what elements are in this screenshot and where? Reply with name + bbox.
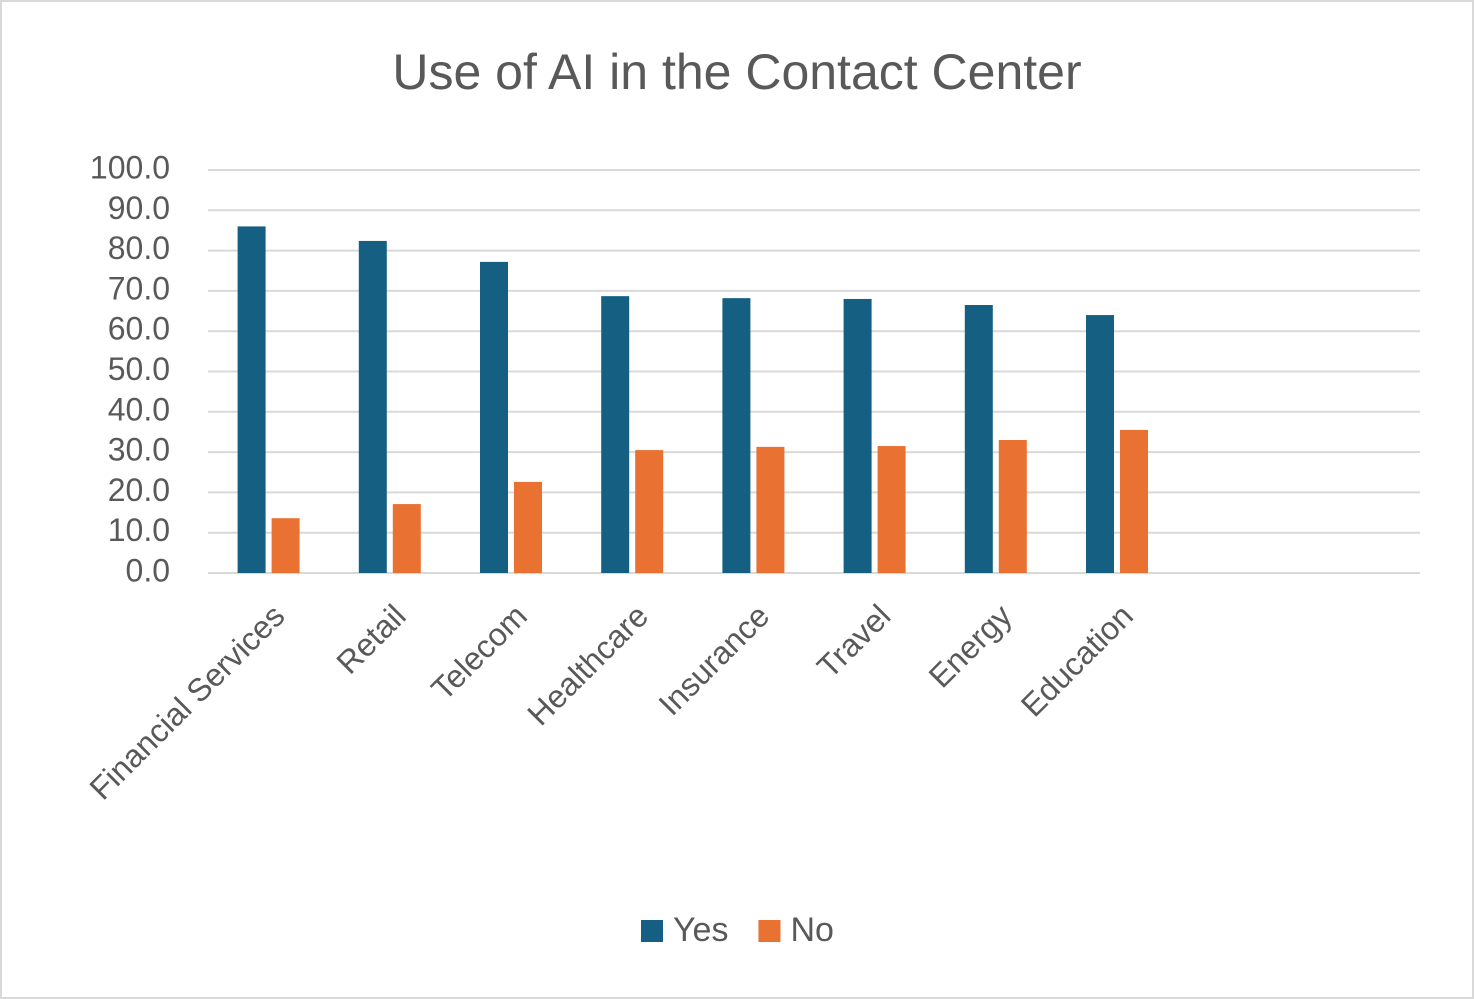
y-tick-label: 60.0	[108, 311, 170, 347]
bar	[1086, 315, 1114, 573]
bar	[392, 504, 421, 573]
bar	[601, 296, 630, 573]
y-tick-label: 40.0	[108, 391, 170, 427]
bar	[877, 446, 906, 573]
bar	[514, 481, 542, 573]
y-tick-label: 70.0	[108, 270, 170, 306]
bar	[843, 298, 872, 573]
bar	[358, 240, 387, 574]
bar	[756, 446, 785, 573]
legend-swatch	[758, 920, 781, 942]
legend-label: Yes	[673, 911, 728, 949]
y-tick-label: 10.0	[108, 512, 170, 548]
bar	[635, 450, 664, 573]
bar	[998, 440, 1027, 573]
legend-swatch	[641, 920, 663, 942]
bar	[964, 305, 993, 573]
chart-title: Use of AI in the Contact Center	[392, 44, 1081, 100]
bar	[237, 226, 266, 574]
y-tick-label: 90.0	[108, 190, 170, 226]
y-tick-label: 30.0	[108, 432, 170, 468]
y-tick-label: 0.0	[126, 552, 170, 588]
legend-label: No	[790, 911, 833, 949]
y-tick-label: 50.0	[108, 351, 170, 387]
bar	[271, 518, 300, 573]
y-tick-label: 100.0	[90, 149, 170, 185]
y-tick-label: 20.0	[108, 472, 170, 508]
bar	[722, 298, 751, 573]
bar	[480, 261, 508, 573]
bar	[1120, 429, 1148, 573]
y-tick-label: 80.0	[108, 230, 170, 266]
